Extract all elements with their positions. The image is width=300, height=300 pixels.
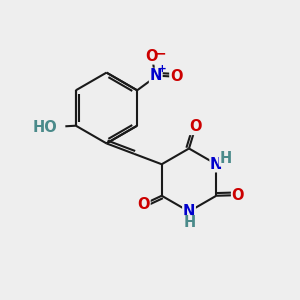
Text: O: O xyxy=(170,69,182,84)
Text: HO: HO xyxy=(32,120,57,135)
Text: O: O xyxy=(189,119,202,134)
Text: N: N xyxy=(150,68,162,83)
Text: H: H xyxy=(184,215,196,230)
Text: O: O xyxy=(137,197,150,212)
Text: +: + xyxy=(158,64,167,74)
Text: O: O xyxy=(232,188,244,203)
Text: N: N xyxy=(183,204,195,219)
Text: O: O xyxy=(145,49,158,64)
Text: H: H xyxy=(219,151,231,166)
Text: −: − xyxy=(154,46,166,60)
Text: N: N xyxy=(210,157,223,172)
